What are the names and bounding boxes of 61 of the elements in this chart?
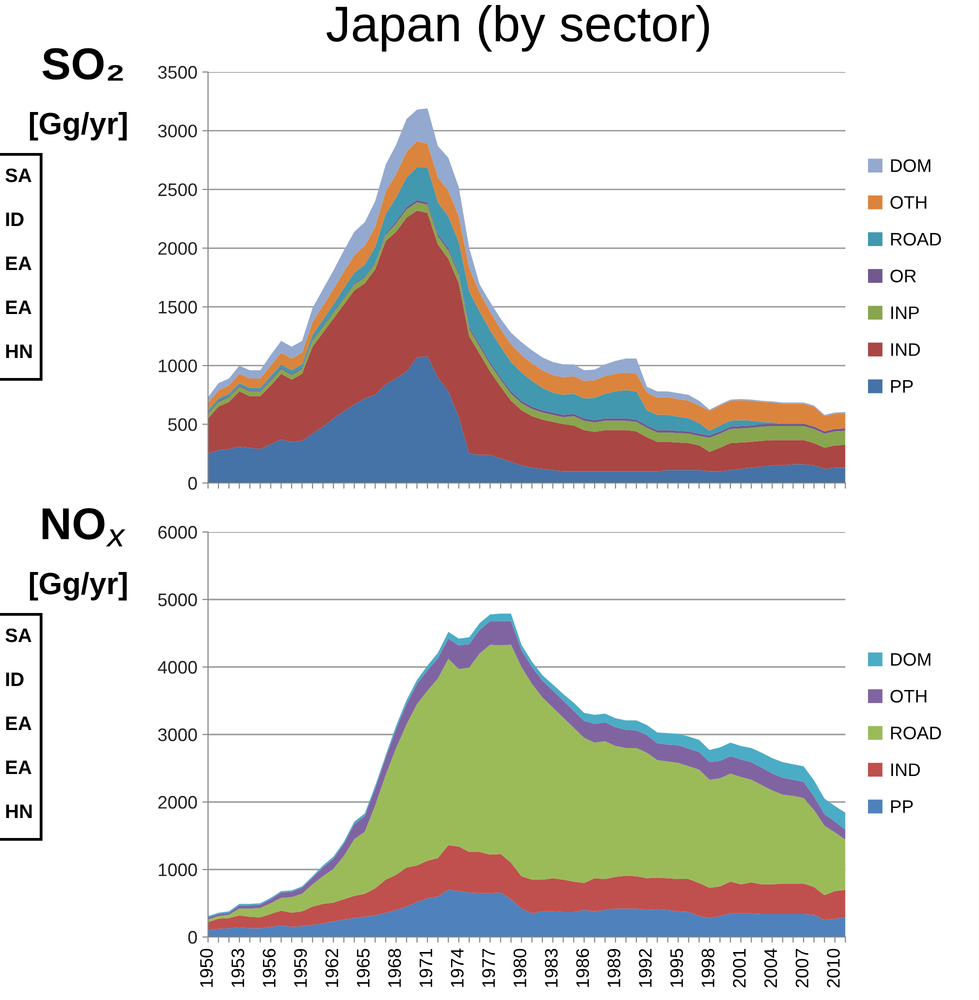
x-tick-label: 1959 (294, 948, 307, 987)
x-tick-label: 2001 (732, 948, 746, 988)
text: EA (6, 760, 32, 774)
legend-label: ROAD (891, 726, 941, 740)
x-tick-label: 1968 (388, 948, 401, 987)
y-tick-label: 1000 (158, 360, 197, 372)
legend-label: DOM (891, 653, 930, 666)
y-tick-label: 0 (188, 476, 197, 490)
legend-label: PP (891, 380, 913, 393)
y-tick-label: 3000 (158, 124, 197, 138)
x-tick-label: 1971 (420, 948, 432, 987)
y-tick-label: 0 (188, 930, 197, 944)
text: ID (6, 212, 24, 226)
legend-label: PP (891, 800, 913, 813)
legend-label: IND (891, 343, 920, 356)
text: EA (6, 256, 32, 270)
legend-label: INP (891, 306, 919, 320)
y-tick-label: 500 (168, 418, 197, 432)
x-tick-label: 2004 (764, 948, 778, 988)
y-tick-label: 3000 (158, 728, 197, 742)
x-tick-label: 1965 (356, 948, 370, 987)
x-tick-label: 2010 (826, 948, 840, 988)
text: SA (5, 168, 32, 182)
x-tick-label: 1977 (482, 949, 495, 987)
text: HN (6, 804, 32, 818)
text: HN (6, 344, 32, 358)
x-tick-label: 1998 (702, 948, 714, 987)
y-tick-label: 5000 (158, 593, 197, 606)
x-tick-label: 1956 (262, 948, 276, 987)
x-tick-label: 1989 (608, 948, 620, 987)
x-tick-label: 1995 (670, 948, 684, 987)
x-tick-label: 1992 (638, 949, 652, 987)
y-tick-label: 1500 (158, 300, 197, 314)
y-tick-label: 3500 (158, 66, 197, 79)
text: EA (6, 716, 32, 730)
x-tick-label: 1953 (231, 948, 244, 987)
x-tick-label: 1974 (450, 948, 464, 987)
y-tick-label: 2500 (158, 183, 197, 196)
y-tick-label: 2000 (158, 796, 197, 809)
x-tick-label: 1986 (576, 948, 590, 987)
y-axis-title: NO$_{x}$ [Gg/yr] (30, 508, 127, 601)
legend-label: OTH (890, 690, 926, 703)
x-tick-label: 1962 (325, 949, 338, 987)
text: SA (5, 628, 32, 642)
x-tick-label: 1983 (544, 948, 558, 987)
legend-label: IND (891, 764, 920, 776)
x-tick-label: 2007 (796, 949, 808, 988)
legend-label: DOM (891, 159, 930, 172)
legend-label: OTH (890, 196, 926, 209)
chart-title: Japan (by sector) (326, 5, 709, 52)
text: ID (6, 672, 24, 686)
x-tick-label: 1950 (200, 948, 213, 987)
y-tick-label: 1000 (158, 863, 197, 876)
legend-label: ROAD (891, 232, 941, 246)
y-tick-label: 6000 (158, 526, 197, 539)
y-axis-title: SO₂ [Gg/yr] (30, 48, 127, 141)
y-tick-label: 2000 (158, 242, 197, 255)
y-tick-label: 4000 (158, 660, 197, 674)
text: EA (6, 300, 32, 314)
x-tick-label: 1980 (514, 948, 526, 987)
legend-label: OR (890, 270, 916, 282)
